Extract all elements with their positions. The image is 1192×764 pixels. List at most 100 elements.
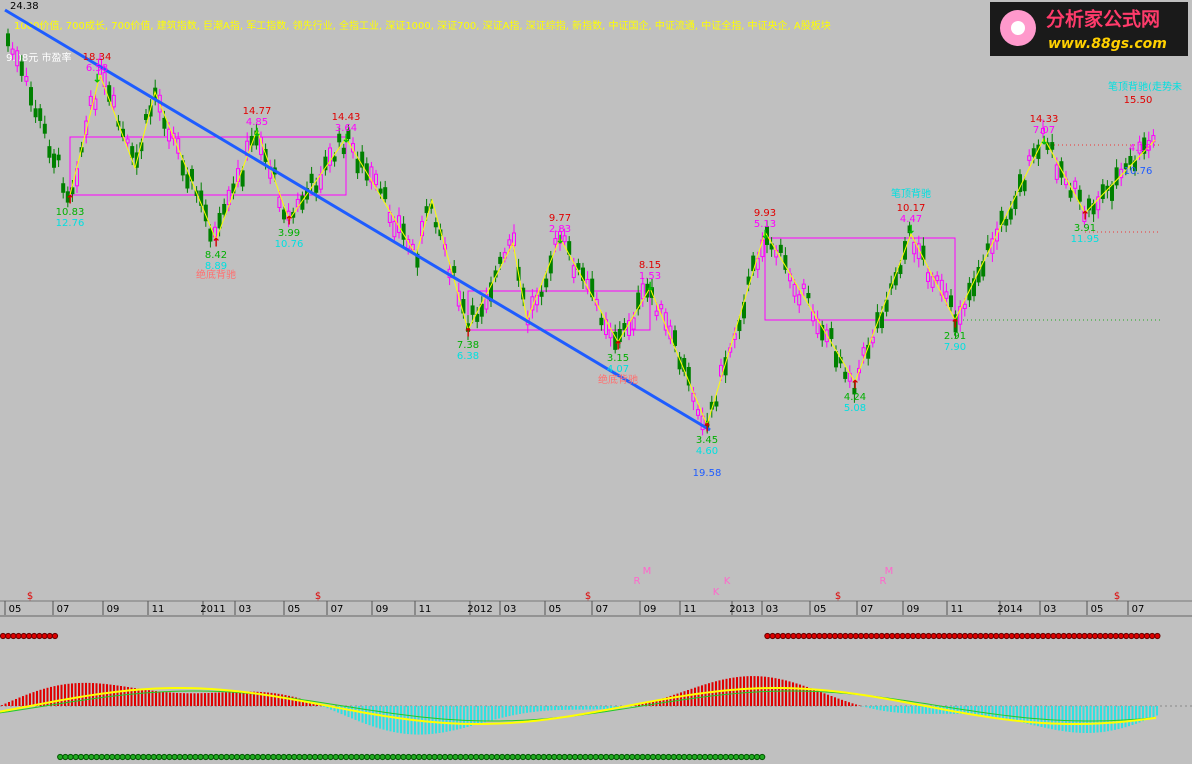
marker: $ [315,591,321,602]
pivot-label: 6.38 [457,351,479,362]
candle-body [88,95,93,106]
pivot-box [69,136,347,196]
signal-dot [701,753,709,761]
signal-dot [774,632,781,640]
candle-body [1045,142,1050,150]
candle-body [125,138,130,144]
pivot-label: 3.91 [1074,223,1096,234]
signal-dot [686,753,693,761]
x-tick-label: 11 [951,604,964,615]
candle-body [1114,167,1119,186]
signal-dot [473,753,480,761]
signal-dot [571,753,579,761]
signal-dot [348,753,355,761]
candle-body [654,310,659,317]
candle-body [111,94,116,108]
pivot-label: 8.89 [205,261,227,272]
signal-dot [77,753,85,761]
candle-body [820,324,825,341]
candle-body [673,330,677,346]
signal-dot [46,632,53,640]
signal-dot [691,753,698,761]
candle-body [953,314,958,333]
signal-dot [816,632,823,640]
signal-dot [441,753,449,761]
candle-body [544,278,549,288]
pivot-label: 1.53 [639,271,661,282]
signal-dot [681,753,688,761]
candle-body [498,256,503,264]
signal-dot [863,632,870,640]
pivot-arrow: ↓ [760,228,770,242]
signal-dot [1107,632,1114,640]
signal-dot [941,632,948,640]
candle-body [962,303,967,310]
signal-dot [629,753,636,761]
signal-dot [899,632,906,640]
candle-body [1031,148,1036,157]
candle-body [33,108,38,118]
signal-dot [452,753,459,761]
candle-body [884,299,889,312]
x-tick-label: 2011 [200,604,225,615]
signal-dot [405,753,412,761]
signal-dot [582,753,589,761]
signal-dot [530,753,537,761]
signal-dot [587,753,594,761]
candle-body [553,238,558,245]
pivot-arrow: ↓ [645,280,655,294]
candle-body [291,211,296,218]
pivot-arrow: ↓ [92,72,102,86]
candle-body [659,304,664,310]
candle-body [475,313,480,322]
candle-body [208,228,213,242]
pivot-label: 9.77 [549,213,571,224]
pivot-label: 10.83 [56,207,85,218]
candle-body [507,239,512,246]
signal-dot [1003,632,1010,640]
candle-body [346,129,351,140]
signal-dot [1076,632,1083,640]
candle-body [240,170,245,187]
candle-body [1087,198,1091,211]
signal-dot [93,753,100,761]
signal-dot [764,632,771,640]
signal-dot [753,753,761,761]
signal-dot [707,753,714,761]
signal-dot [1045,632,1052,640]
logo-url: www.88gs.com [1048,36,1167,52]
signal-dot [857,632,865,640]
x-tick-label: 11 [152,604,165,615]
candle-body [944,291,949,299]
signal-dot [233,753,241,761]
signal-dot [311,753,319,761]
signal-dot [1071,632,1078,640]
signal-dot [670,753,677,761]
signal-dot [1091,632,1099,640]
macd-line [0,686,1157,725]
pivot-label: 3.64 [335,123,357,134]
candle-body [337,133,342,143]
signal-dot [389,753,397,761]
candle-body [167,128,171,142]
candle-body [834,351,838,368]
candle-body [755,258,760,270]
signal-dot [951,632,958,640]
signal-dot [847,632,854,640]
signal-dot [727,753,735,761]
marker: R [634,576,641,587]
top-price: 24.38 [10,1,39,12]
signal-dot [904,632,911,640]
signal-dot [88,753,95,761]
signal-dot [301,753,308,761]
signal-dot [57,753,64,761]
signal-dot [181,753,189,761]
candle-body [452,266,457,273]
signal-dot [733,753,740,761]
pivot-arrow: ↓ [341,132,351,146]
candle-body [622,323,627,331]
candle-body [314,185,319,193]
signal-dot [1097,632,1104,640]
candle-body [323,156,328,171]
marker: M [643,566,652,577]
